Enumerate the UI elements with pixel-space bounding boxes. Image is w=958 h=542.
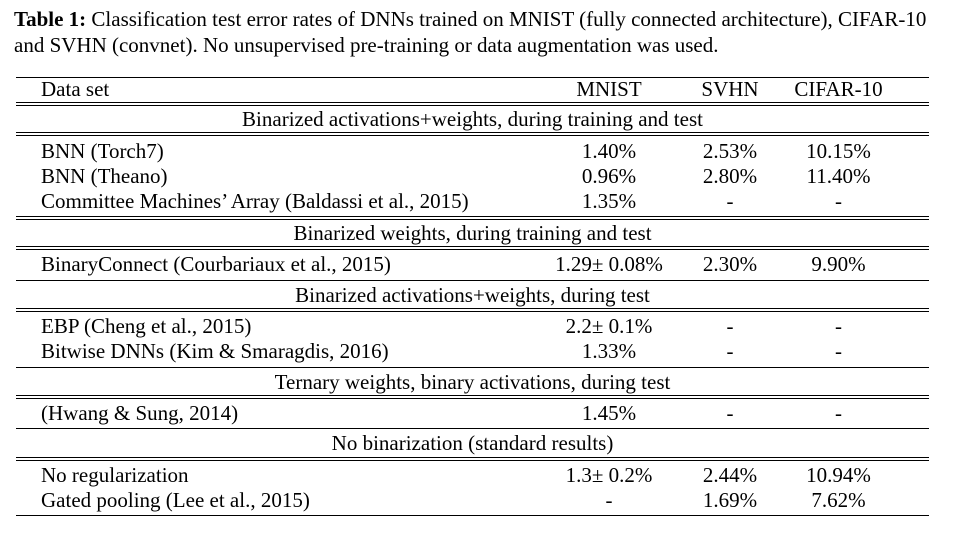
cell-dataset: BNN (Theano) [41,164,168,188]
table-row: Bitwise DNNs (Kim & Smaragdis, 2016) 1.3… [0,339,958,363]
cell-svhn: - [726,339,734,363]
table-row: BNN (Theano) 0.96% 2.80% 11.40% [0,164,958,188]
cell-svhn: 2.30% [702,252,758,276]
cell-dataset: Committee Machines’ Array (Baldassi et a… [41,189,469,213]
cell-cifar10: - [835,189,842,213]
cell-mnist: 1.33% [581,339,637,363]
cell-cifar10: 7.62% [811,488,866,512]
cell-cifar10: 11.40% [806,164,871,188]
section-title-text: Binarized weights, during training and t… [293,221,652,245]
header-row: Data set MNIST SVHN CIFAR-10 [0,77,958,101]
section-title: Ternary weights, binary activations, dur… [0,370,958,394]
section-title-text: No binarization (standard results) [331,431,614,455]
caption-label: Table 1: [14,7,87,31]
cell-dataset: EBP (Cheng et al., 2015) [41,314,252,338]
rule [16,308,929,309]
table-row: EBP (Cheng et al., 2015) 2.2± 0.1% - - [0,314,958,338]
rule [16,246,929,247]
cell-svhn: - [726,314,734,338]
table-row: BNN (Torch7) 1.40% 2.53% 10.15% [0,139,958,163]
rule [16,280,929,281]
rule [16,219,929,220]
cell-mnist: 1.45% [581,401,637,425]
cell-mnist: 1.35% [581,189,637,213]
table-caption: Table 1: Classification test error rates… [14,6,949,58]
bottom-rule [16,515,929,516]
cell-svhn: 2.80% [702,164,758,188]
rule [16,460,929,461]
section-title-text: Ternary weights, binary activations, dur… [274,370,671,394]
cell-mnist: 1.3± 0.2% [565,463,653,487]
cell-cifar10: 10.15% [806,139,871,163]
cell-dataset: BinaryConnect (Courbariaux et al., 2015) [41,252,391,276]
rule [16,367,929,368]
header-svhn: SVHN [701,77,759,101]
cell-mnist: - [605,488,613,512]
top-rule [16,77,929,78]
rule [16,249,929,250]
cell-dataset: Gated pooling (Lee et al., 2015) [41,488,310,512]
rule [16,457,929,458]
cell-svhn: 1.69% [702,488,758,512]
header-cifar10: CIFAR-10 [794,77,883,101]
table-row: No regularization 1.3± 0.2% 2.44% 10.94% [0,463,958,487]
section-title-text: Binarized activations+weights, during tr… [242,107,703,131]
section-title: Binarized weights, during training and t… [0,221,958,245]
cell-mnist: 0.96% [581,164,637,188]
cell-dataset: Bitwise DNNs (Kim & Smaragdis, 2016) [41,339,389,363]
table-row: Committee Machines’ Array (Baldassi et a… [0,189,958,213]
cell-mnist: 2.2± 0.1% [565,314,653,338]
section-title-text: Binarized activations+weights, during te… [295,283,650,307]
cell-cifar10: 10.94% [806,463,871,487]
cell-dataset: No regularization [41,463,189,487]
rule [16,102,929,103]
rule [16,398,929,399]
header-mnist: MNIST [576,77,642,101]
cell-cifar10: 9.90% [811,252,866,276]
table-row: (Hwang & Sung, 2014) 1.45% - - [0,401,958,425]
cell-svhn: - [726,401,734,425]
table-row: BinaryConnect (Courbariaux et al., 2015)… [0,252,958,276]
rule [16,132,929,133]
cell-mnist: 1.40% [581,139,637,163]
cell-svhn: 2.44% [702,463,758,487]
cell-svhn: - [726,189,734,213]
rule [16,311,929,312]
caption-text: Classification test error rates of DNNs … [14,7,927,57]
cell-dataset: BNN (Torch7) [41,139,164,163]
rule [16,216,929,217]
rule [16,428,929,429]
section-title: No binarization (standard results) [0,431,958,455]
rule [16,395,929,396]
cell-cifar10: - [835,314,842,338]
cell-cifar10: - [835,401,842,425]
rule [16,105,929,106]
cell-svhn: 2.53% [702,139,758,163]
rule [16,135,929,136]
table-row: Gated pooling (Lee et al., 2015) - 1.69%… [0,488,958,512]
section-title: Binarized activations+weights, during te… [0,283,958,307]
cell-cifar10: - [835,339,842,363]
cell-dataset: (Hwang & Sung, 2014) [41,401,239,425]
cell-mnist: 1.29± 0.08% [555,252,663,276]
section-title: Binarized activations+weights, during tr… [0,107,958,131]
header-dataset: Data set [41,77,110,101]
